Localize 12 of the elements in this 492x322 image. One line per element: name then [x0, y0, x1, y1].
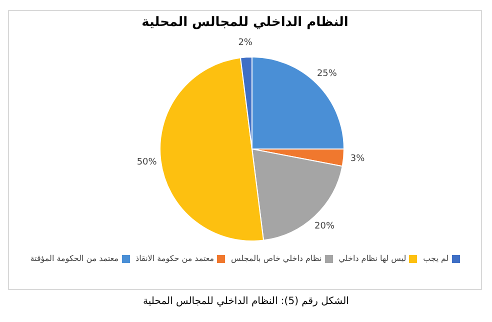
data-label: 3%	[350, 154, 366, 164]
data-label: 20%	[314, 221, 336, 232]
text: الشكل رقم (5): النظام الداخلي للمجالس المحلية	[142, 296, 350, 307]
legend-label: ليس لها نظام داخلي	[338, 254, 406, 263]
legend-label: نظام داخلي خاص بالمجلس	[231, 254, 322, 263]
chart-title: النظام الداخلي للمجالس المحلية	[140, 15, 350, 30]
data-label: 50%	[136, 157, 158, 168]
data-label: 25%	[316, 69, 338, 80]
legend-label: معتمد من حكومة الانقاذ	[136, 254, 214, 263]
legend-label: لم يجب	[423, 254, 449, 263]
data-label: 2%	[238, 38, 253, 48]
legend-label: معتمد من الحكومة المؤقتة	[30, 254, 119, 263]
